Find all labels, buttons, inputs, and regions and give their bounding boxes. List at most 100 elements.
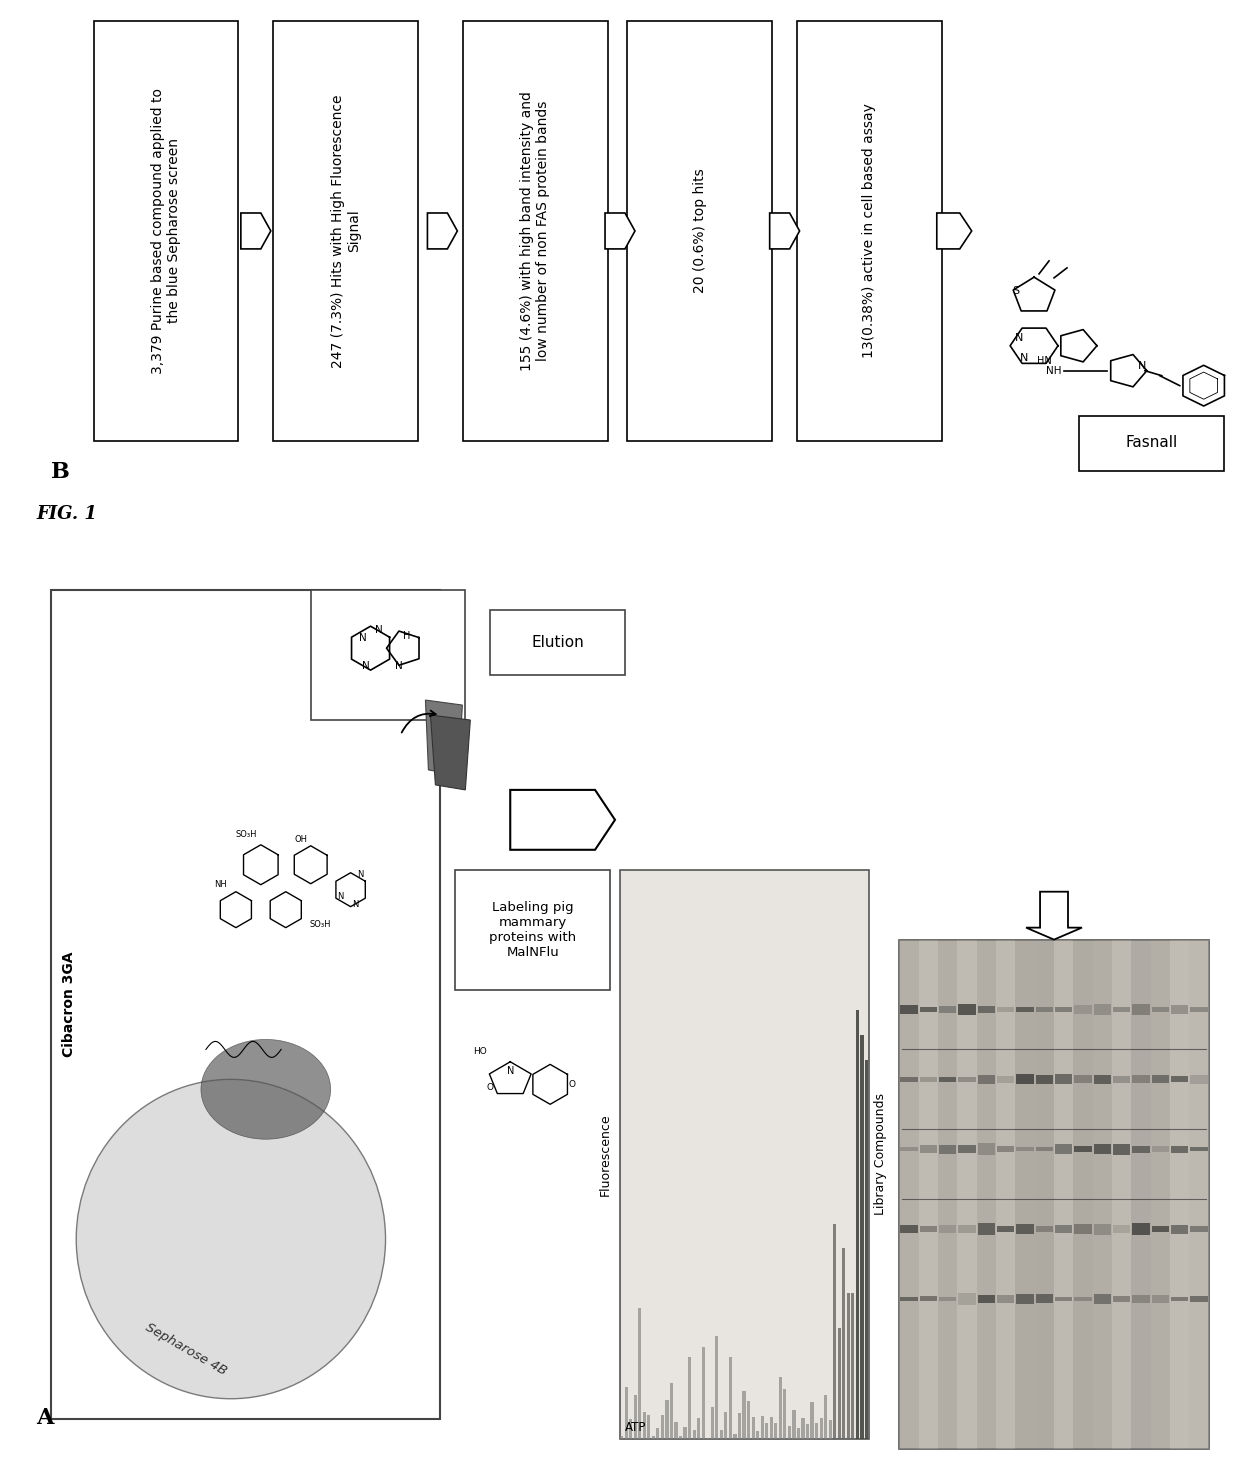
Bar — [697, 1418, 701, 1439]
Bar — [765, 1422, 769, 1439]
Text: Labeling pig
mammary
proteins with
MalNFlu: Labeling pig mammary proteins with MalNF… — [489, 900, 577, 959]
Bar — [1017, 1008, 1034, 1012]
Text: S: S — [1013, 285, 1019, 296]
Bar — [900, 1225, 918, 1234]
Bar — [733, 1434, 737, 1439]
Text: NH: NH — [215, 880, 227, 888]
Bar — [1017, 1147, 1034, 1152]
Bar — [959, 1225, 976, 1233]
Bar — [680, 1436, 682, 1439]
Bar — [1152, 1075, 1169, 1083]
Bar — [1074, 940, 1092, 1449]
Bar — [1094, 1224, 1111, 1234]
FancyBboxPatch shape — [311, 590, 465, 719]
Bar — [1017, 1224, 1034, 1234]
Bar — [900, 1147, 918, 1152]
Bar — [900, 1005, 918, 1015]
Bar — [861, 1036, 863, 1439]
Bar — [729, 1356, 732, 1439]
Bar — [629, 1420, 632, 1439]
Bar — [746, 1400, 750, 1439]
Text: N: N — [394, 660, 402, 671]
Bar — [959, 1146, 976, 1153]
Bar — [1035, 1008, 1053, 1012]
Bar — [779, 1377, 782, 1439]
FancyBboxPatch shape — [463, 22, 608, 440]
Bar — [820, 1418, 822, 1439]
Bar — [1094, 1003, 1111, 1015]
FancyBboxPatch shape — [797, 22, 941, 440]
Bar — [1016, 940, 1034, 1449]
Bar — [1171, 1005, 1188, 1014]
Text: Library Compounds: Library Compounds — [874, 1093, 888, 1215]
Bar — [900, 1297, 918, 1300]
Bar — [797, 1428, 800, 1439]
Bar — [792, 1409, 796, 1439]
Bar — [1152, 1008, 1169, 1012]
Bar — [811, 1402, 813, 1439]
Bar — [756, 1431, 759, 1439]
Polygon shape — [936, 213, 972, 249]
Text: A: A — [36, 1406, 53, 1428]
Bar — [977, 940, 996, 1449]
Bar — [852, 1293, 854, 1439]
Text: SO₃H: SO₃H — [310, 921, 331, 930]
FancyBboxPatch shape — [490, 610, 625, 675]
Bar — [751, 1417, 755, 1439]
FancyBboxPatch shape — [620, 869, 869, 1439]
Bar — [760, 1415, 764, 1439]
Text: 155 (4.6%) with high band intensity and
low number of non FAS protein bands: 155 (4.6%) with high band intensity and … — [520, 91, 551, 371]
Polygon shape — [425, 700, 463, 775]
Text: N: N — [1021, 353, 1028, 363]
Text: HO: HO — [474, 1047, 487, 1056]
Polygon shape — [510, 790, 615, 850]
Text: N: N — [362, 660, 370, 671]
Bar — [1094, 1293, 1111, 1305]
Bar — [620, 1436, 624, 1439]
Bar — [1132, 1075, 1149, 1084]
Bar — [1171, 1296, 1188, 1302]
Bar — [1152, 1146, 1169, 1152]
Polygon shape — [428, 213, 458, 249]
Bar — [919, 940, 937, 1449]
Bar — [1114, 1296, 1131, 1302]
Bar — [959, 1293, 976, 1305]
Bar — [666, 1400, 668, 1439]
Bar — [774, 1422, 777, 1439]
Text: O: O — [569, 1080, 575, 1089]
Bar — [1152, 1294, 1169, 1303]
Bar — [997, 1006, 1014, 1012]
Text: N: N — [1014, 332, 1023, 343]
Polygon shape — [241, 213, 270, 249]
Bar — [939, 1077, 956, 1083]
Bar — [815, 1422, 818, 1439]
Bar — [1114, 1075, 1131, 1083]
Bar — [1092, 940, 1112, 1449]
Bar — [1132, 1146, 1149, 1153]
Bar — [642, 1412, 646, 1439]
Bar — [625, 1387, 627, 1439]
Text: OH: OH — [294, 836, 308, 844]
Text: Sepharose 4B: Sepharose 4B — [143, 1321, 229, 1377]
Bar — [1190, 1006, 1208, 1012]
Bar — [1074, 1224, 1091, 1234]
Bar — [670, 1383, 673, 1439]
Bar — [939, 1144, 956, 1153]
Text: Fluorescence: Fluorescence — [599, 1114, 613, 1196]
Bar — [1171, 1146, 1188, 1153]
Bar — [1171, 940, 1189, 1449]
Bar — [647, 1415, 651, 1439]
Bar — [828, 1421, 832, 1439]
Bar — [784, 1389, 786, 1439]
Bar — [1074, 1075, 1091, 1083]
Bar — [1094, 1144, 1111, 1155]
Bar — [920, 1225, 937, 1233]
Bar — [683, 1427, 687, 1439]
Bar — [1171, 1077, 1188, 1083]
Bar — [939, 1225, 956, 1234]
Bar — [997, 1077, 1014, 1083]
Bar — [1034, 940, 1054, 1449]
Bar — [724, 1412, 728, 1439]
Bar — [937, 940, 957, 1449]
Bar — [639, 1308, 641, 1439]
